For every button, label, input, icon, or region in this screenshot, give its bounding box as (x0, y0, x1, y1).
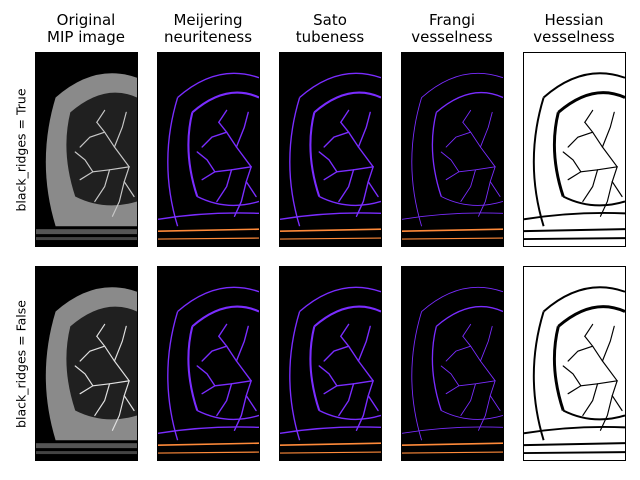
column-title-meijering: Meijering neuriteness (163, 11, 253, 46)
panel-sato-black-ridges-false (279, 266, 382, 461)
panel-frangi-black-ridges-true (401, 52, 504, 247)
column-title-original: Original MIP image (47, 11, 125, 46)
panel-frangi-black-ridges-false (401, 266, 504, 461)
column-title-frangi: Frangi vesselness (411, 11, 493, 46)
panel-hessian-black-ridges-false (523, 266, 626, 461)
panel-hessian-black-ridges-true (523, 52, 626, 247)
panel-meijering-black-ridges-false (157, 266, 260, 461)
panel-original-black-ridges-true (35, 52, 138, 247)
panel-meijering-black-ridges-true (157, 52, 260, 247)
panel-original-black-ridges-false (35, 266, 138, 461)
panel-sato-black-ridges-true (279, 52, 382, 247)
row-label-black-ridges-true: black_ridges = True (13, 88, 29, 212)
row-label-black-ridges-false: black_ridges = False (13, 300, 29, 428)
column-title-sato: Sato tubeness (295, 11, 365, 46)
column-title-hessian: Hessian vesselness (533, 11, 615, 46)
